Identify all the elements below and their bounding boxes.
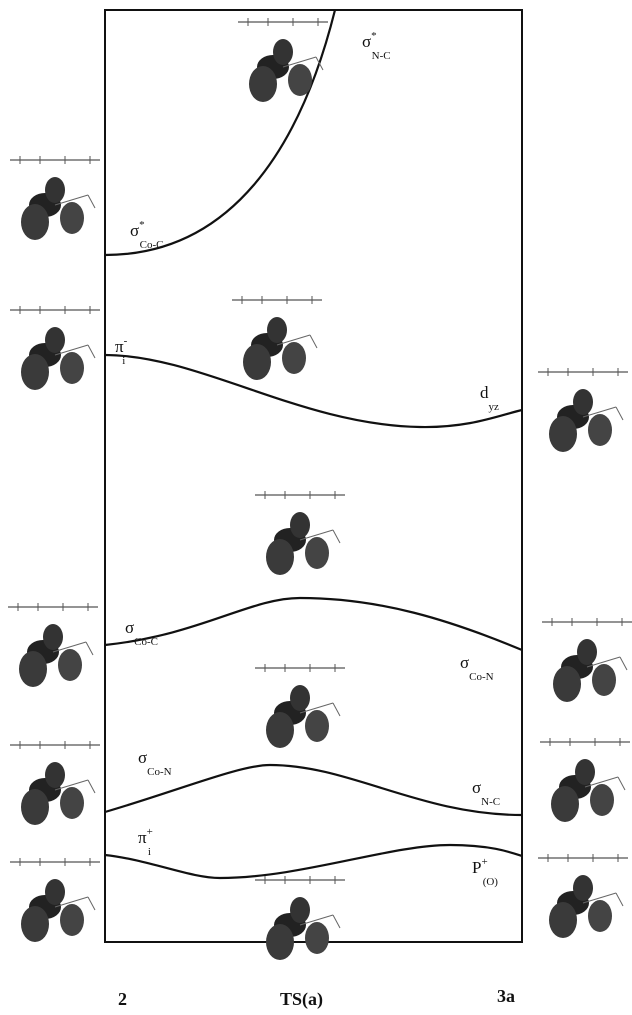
column-label: TS(a) xyxy=(280,989,323,1010)
label-sub: i xyxy=(122,355,125,367)
orbital-label: π-i xyxy=(115,335,128,367)
label-sub: Co-N xyxy=(469,671,494,683)
column-label: 3a xyxy=(497,986,515,1006)
orbital-diagram: σ*N-Cσ*Co-Cπ-idyzσCo-CσCo-NσCo-NσN-Cπ+iP… xyxy=(0,0,632,1015)
orbital-label: σCo-C xyxy=(125,618,158,648)
label-sup: + xyxy=(481,856,487,868)
label-base: d xyxy=(480,383,489,402)
label-sub: Co-C xyxy=(134,636,158,648)
label-base: σ xyxy=(130,221,139,240)
column-label: 2 xyxy=(118,989,127,1009)
curve xyxy=(105,355,522,427)
label-sub: Co-C xyxy=(140,239,164,251)
orbital-label: π+i xyxy=(138,826,153,858)
curve xyxy=(105,845,522,878)
label-sup: * xyxy=(139,219,145,231)
label-base: σ xyxy=(362,32,371,51)
frame xyxy=(105,10,522,942)
label-base: σ xyxy=(125,618,134,637)
orbital-label: σCo-N xyxy=(138,748,172,778)
orbital-labels: σ*N-Cσ*Co-Cπ-idyzσCo-CσCo-NσCo-NσN-Cπ+iP… xyxy=(115,30,500,888)
orbital-label: P+ (O) xyxy=(472,856,498,888)
curve xyxy=(105,598,522,650)
label-sub: (O) xyxy=(483,876,499,888)
orbital-label: σ* Co-C xyxy=(130,219,164,251)
label-base: P xyxy=(472,858,481,877)
label-sub: N-C xyxy=(372,50,391,62)
orbital-label: dyz xyxy=(480,383,499,413)
orbital-label: σN-C xyxy=(472,778,500,808)
label-base: σ xyxy=(460,653,469,672)
label-sup: + xyxy=(147,826,153,838)
label-sub: i xyxy=(148,846,151,858)
label-base: σ xyxy=(138,748,147,767)
label-sub: Co-N xyxy=(147,766,172,778)
label-sub: yz xyxy=(489,401,500,413)
orbital-label: σ* N-C xyxy=(362,30,391,62)
label-sup: - xyxy=(124,335,128,347)
molecules xyxy=(8,18,632,960)
orbital-label: σCo-N xyxy=(460,653,494,683)
label-sup: * xyxy=(371,30,377,42)
label-base: σ xyxy=(472,778,481,797)
label-sub: N-C xyxy=(481,796,500,808)
